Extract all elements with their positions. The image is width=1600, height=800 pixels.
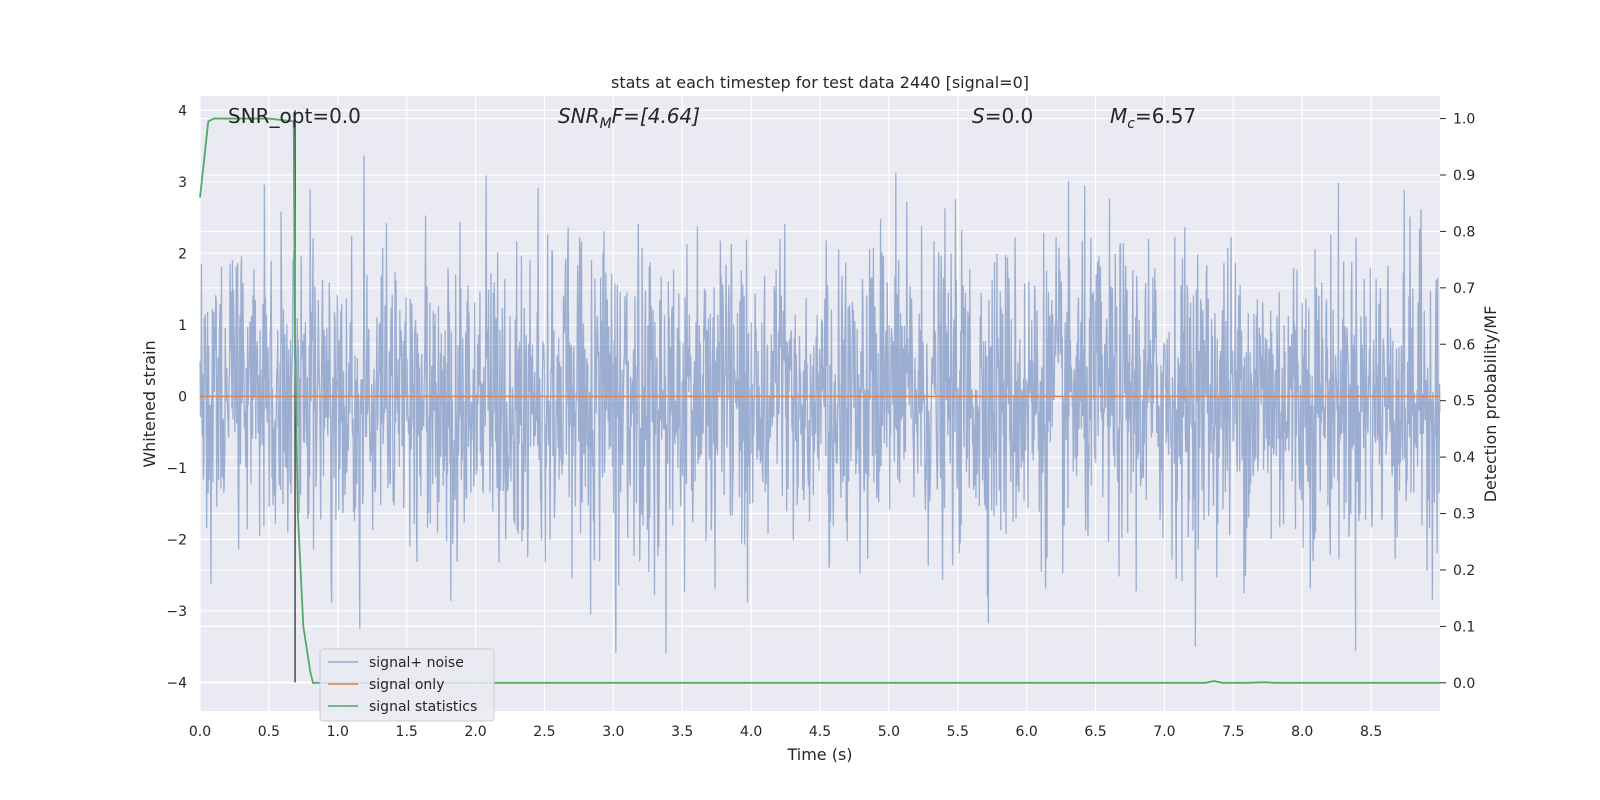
series-signal-statistics — [199, 117, 1440, 684]
x-tick-label: 3.5 — [671, 724, 693, 740]
series-layer — [199, 110, 1440, 684]
noise-series-layer — [199, 155, 1441, 654]
legend: signal+ noise signal only signal statist… — [319, 648, 495, 722]
y-axis-title: Whitened strain — [140, 340, 159, 467]
legend-box — [319, 648, 495, 722]
x-tick-label: 4.5 — [809, 724, 831, 740]
y2-tick-label: 0.4 — [1453, 450, 1475, 466]
x-tick-label: 8.0 — [1291, 724, 1313, 740]
annotation-mc: Mc=6.57 — [1110, 104, 1196, 132]
y-tick-label: 3 — [178, 175, 187, 191]
x-tick-label: 0.5 — [258, 724, 280, 740]
legend-label-signal-noise: signal+ noise — [369, 655, 464, 671]
snr-mf-var: SNR — [558, 104, 600, 128]
mc-var: M — [1110, 104, 1127, 128]
annotation-s: S=0.0 — [972, 104, 1033, 128]
annotation-snr-mf: SNRMF=[4.64] — [558, 104, 700, 132]
s-rest: =0.0 — [985, 104, 1034, 128]
annotation-snr-opt: SNR_opt=0.0 — [228, 104, 361, 128]
y2-tick-label: 0.2 — [1453, 563, 1475, 579]
y-tick-labels: 4 3 2 1 0 −1 −2 −3 −4 — [166, 103, 187, 691]
y2-tick-label: 0.8 — [1453, 224, 1475, 240]
x-tick-label: 6.0 — [1016, 724, 1038, 740]
x-tick-label: 8.5 — [1360, 724, 1382, 740]
legend-label-signal-only: signal only — [369, 677, 444, 693]
y-tick-label: 1 — [178, 318, 187, 334]
y-tick-label: 2 — [178, 246, 187, 262]
x-tick-label: 2.5 — [533, 724, 555, 740]
x-tick-labels: 0.0 0.5 1.0 1.5 2.0 2.5 3.0 3.5 4.0 4.5 5.0 5.5 6.0 6… — [189, 724, 1382, 740]
y-tick-label: 0 — [178, 389, 187, 405]
snr-mf-sub: M — [600, 116, 612, 132]
y-tick-label: −2 — [166, 532, 187, 548]
x-tick-label: 1.0 — [327, 724, 349, 740]
series-signal-noise — [199, 155, 1441, 654]
x-tick-label: 6.5 — [1084, 724, 1106, 740]
x-tick-label: 0.0 — [189, 724, 211, 740]
x-tick-label: 7.0 — [1153, 724, 1175, 740]
y2-tick-label: 0.5 — [1453, 394, 1475, 410]
y-tick-label: 4 — [178, 103, 187, 119]
y2-tick-label: 0.9 — [1453, 168, 1475, 184]
y2-tick-label: 0.0 — [1453, 676, 1475, 692]
x-tick-label: 2.0 — [464, 724, 486, 740]
x-tick-label: 3.0 — [602, 724, 624, 740]
x-tick-label: 7.5 — [1222, 724, 1244, 740]
y2-axis-title: Detection probability/MF — [1481, 306, 1500, 503]
x-tick-label: 5.5 — [947, 724, 969, 740]
y2-tick-label: 0.3 — [1453, 507, 1475, 523]
chart-title: stats at each timestep for test data 244… — [611, 73, 1029, 92]
y2-tick-label: 0.1 — [1453, 619, 1475, 635]
snr-mf-rest: F=[4.64] — [612, 104, 700, 128]
y2-tick-label: 1.0 — [1453, 112, 1475, 128]
y2-tick-labels: 1.0 0.9 0.8 0.7 0.6 0.5 0.4 0.3 0.2 0.1 0.0 — [1440, 112, 1475, 692]
y2-tick-label: 0.6 — [1453, 337, 1475, 353]
mc-rest: =6.57 — [1135, 104, 1196, 128]
x-tick-label: 5.0 — [878, 724, 900, 740]
y-tick-label: −3 — [166, 604, 187, 620]
x-tick-label: 4.0 — [740, 724, 762, 740]
y2-tick-label: 0.7 — [1453, 281, 1475, 297]
mc-sub: c — [1127, 116, 1135, 132]
y-tick-label: −1 — [166, 461, 187, 477]
y-tick-label: −4 — [166, 675, 187, 691]
x-tick-label: 1.5 — [396, 724, 418, 740]
legend-label-signal-statistics: signal statistics — [369, 699, 477, 715]
s-var: S — [972, 104, 985, 128]
x-axis-title: Time (s) — [786, 745, 852, 764]
